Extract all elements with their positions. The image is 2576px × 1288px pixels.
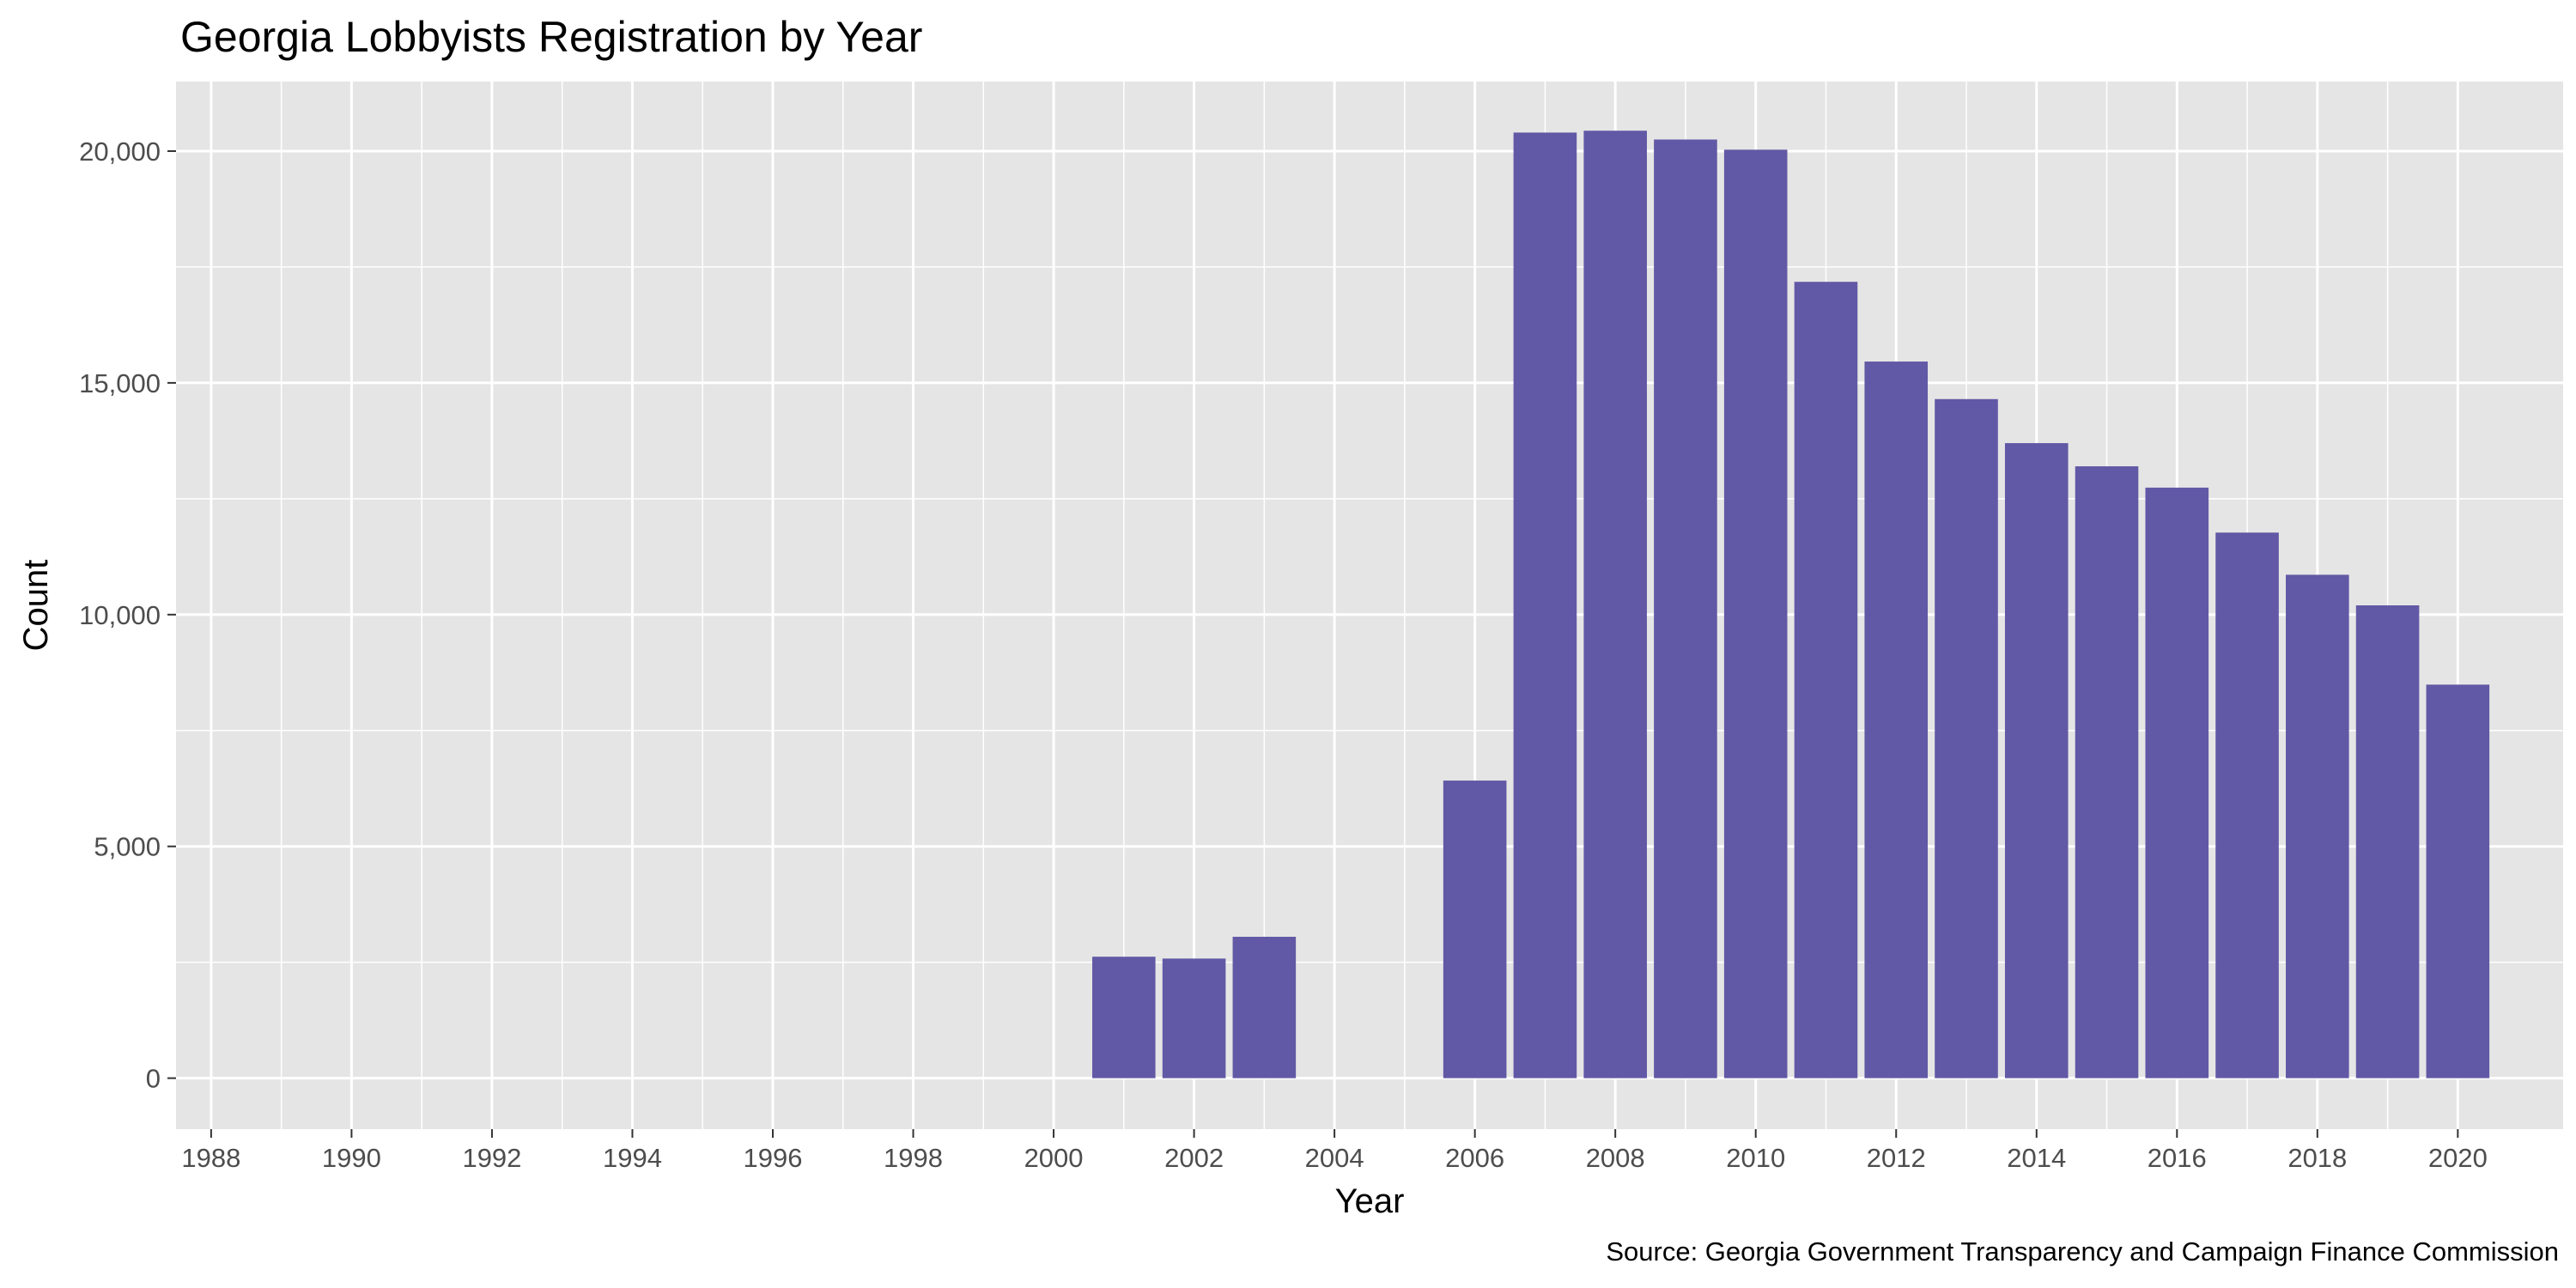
y-tick-label: 20,000 [79, 137, 161, 167]
x-tick-label: 1994 [603, 1143, 662, 1173]
bar-2006 [1443, 781, 1507, 1078]
x-tick-label: 2020 [2428, 1143, 2488, 1173]
x-tick-label: 2018 [2287, 1143, 2347, 1173]
chart-title: Georgia Lobbyists Registration by Year [180, 13, 922, 61]
x-tick-label: 2006 [1445, 1143, 1504, 1173]
x-tick-label: 2004 [1305, 1143, 1364, 1173]
bar-2010 [1723, 149, 1788, 1078]
x-tick-label: 2014 [2007, 1143, 2066, 1173]
x-tick-label: 1990 [322, 1143, 381, 1173]
bar-2017 [2215, 532, 2279, 1078]
bar-2018 [2286, 574, 2349, 1078]
x-tick-label: 2016 [2148, 1143, 2207, 1173]
bar-2014 [2004, 443, 2069, 1078]
x-tick-label: 1998 [884, 1143, 943, 1173]
bar-2001 [1092, 957, 1156, 1078]
bar-2019 [2355, 605, 2420, 1078]
x-axis: 1988 1990 1992 1994 1996 1998 2000 2002 2004 2006… [181, 1129, 2488, 1173]
y-tick-label: 0 [146, 1064, 161, 1094]
y-tick-label: 5,000 [94, 832, 161, 862]
x-axis-title: Year [1335, 1182, 1405, 1220]
x-tick-label: 1996 [744, 1143, 803, 1173]
y-tick-label: 15,000 [79, 368, 161, 398]
bar-2020 [2426, 684, 2490, 1078]
x-tick-label: 2002 [1164, 1143, 1224, 1173]
x-tick-label: 2012 [1867, 1143, 1926, 1173]
bar-2011 [1794, 282, 1858, 1078]
bar-2007 [1513, 132, 1577, 1078]
y-axis-title: Count [17, 560, 55, 652]
bar-2013 [1935, 398, 1998, 1078]
y-axis: 0 5,000 10,000 15,000 20,000 [79, 137, 176, 1094]
x-tick-label: 2010 [1726, 1143, 1785, 1173]
bar-2009 [1654, 139, 1717, 1078]
x-tick-label: 1992 [462, 1143, 521, 1173]
bar-2002 [1162, 958, 1226, 1078]
x-tick-label: 1988 [181, 1143, 240, 1173]
bar-2008 [1583, 131, 1647, 1078]
y-tick-label: 10,000 [79, 600, 161, 630]
chart-caption: Source: Georgia Government Transparency … [1606, 1236, 2559, 1267]
bar-2003 [1232, 936, 1297, 1078]
x-tick-label: 2008 [1586, 1143, 1645, 1173]
bar-2012 [1864, 361, 1929, 1078]
bar-2015 [2075, 466, 2139, 1078]
bars [1092, 131, 2490, 1078]
bar-2016 [2145, 487, 2209, 1078]
x-tick-label: 2000 [1024, 1143, 1084, 1173]
